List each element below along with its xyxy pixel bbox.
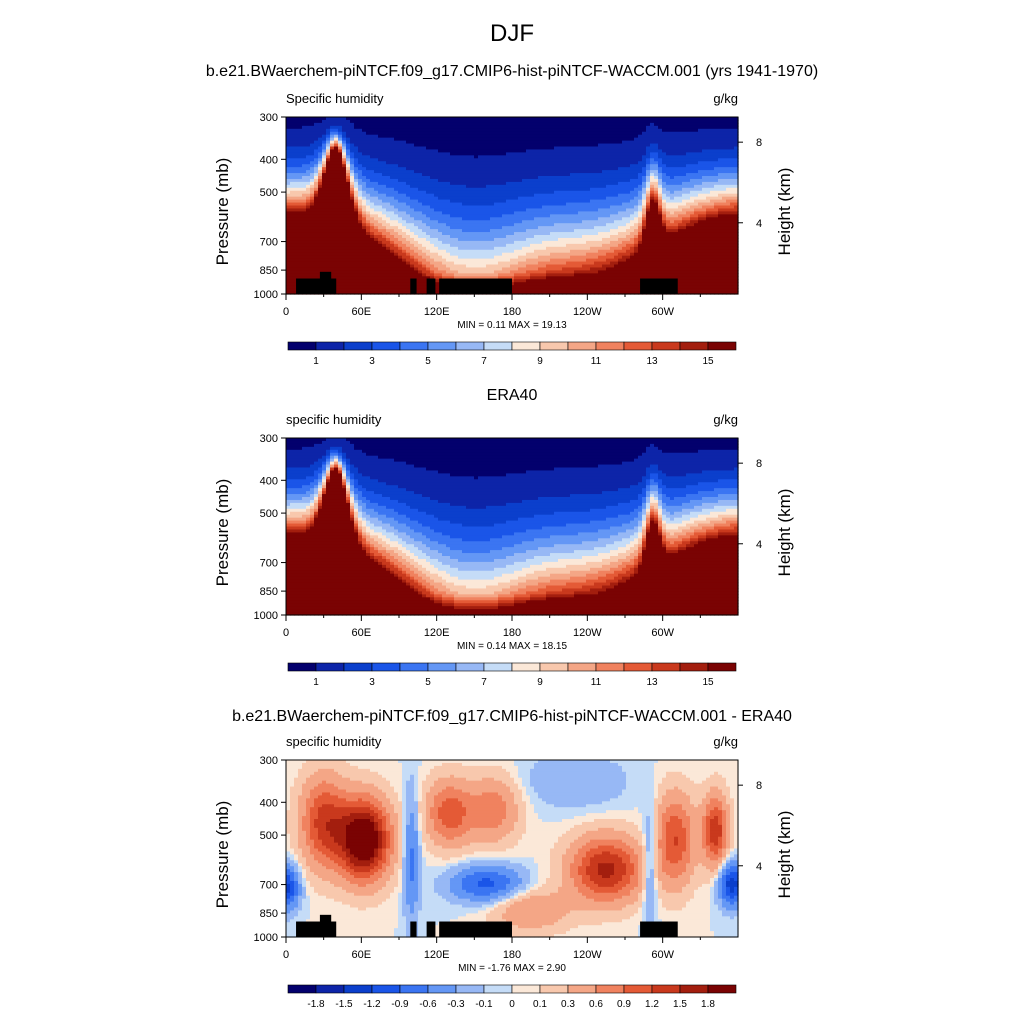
heatmap-field	[286, 117, 739, 295]
